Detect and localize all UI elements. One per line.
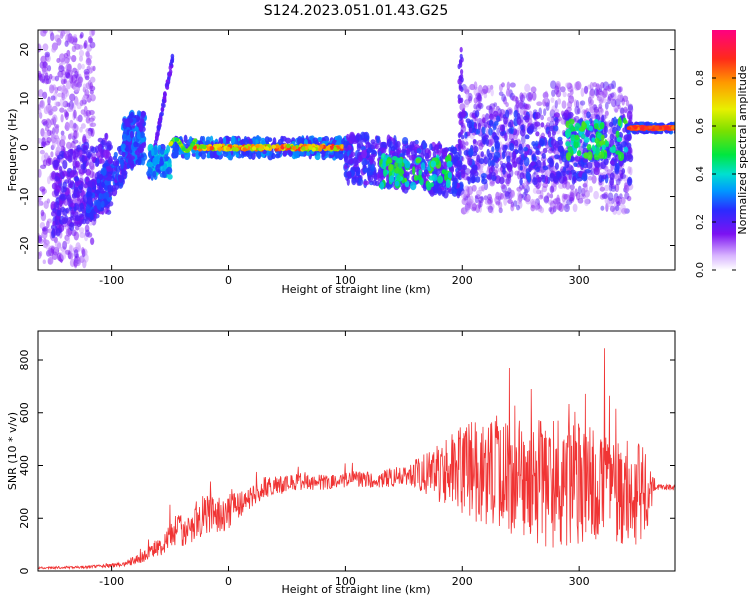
spectrogram-x-tick-label: 0 — [225, 274, 232, 287]
spectrogram-x-tick-label: 200 — [452, 274, 473, 287]
snr-y-tick-label: 800 — [18, 350, 31, 371]
spectrogram-y-tick-label: 20 — [18, 43, 31, 57]
snr-x-tick-label: -100 — [99, 575, 124, 588]
colorbar-label: Normalized spectral amplitude — [736, 65, 749, 234]
snr-x-tick-label: 0 — [225, 575, 232, 588]
snr-x-tick-label: 300 — [569, 575, 590, 588]
spectrogram-y-tick-label: 10 — [18, 92, 31, 106]
snr-line — [38, 348, 675, 571]
snr-y-tick-label: 200 — [18, 508, 31, 529]
spectrogram-y-tick-label: 0 — [18, 144, 31, 151]
snr-x-tick-label: 200 — [452, 575, 473, 588]
snr-frame — [37, 330, 676, 572]
spectrogram-frame — [37, 29, 676, 271]
spectrogram-x-axis-label: Height of straight line (km) — [281, 283, 430, 296]
snr-ticks: -100 0 100 200 300 0 200 400 600 800 — [18, 331, 675, 588]
snr-x-tick-label: 100 — [335, 575, 356, 588]
colorbar: 0.0 0.2 0.4 0.6 0.8 Normalized spectral ampl… — [695, 30, 749, 278]
colorbar-tick-label: 0.6 — [695, 118, 706, 134]
colorbar-ticks: 0.0 0.2 0.4 0.6 0.8 — [695, 70, 736, 278]
spectrogram-y-axis-label: Frequency (Hz) — [6, 109, 19, 192]
colorbar-tick-label: 0.2 — [695, 214, 706, 230]
snr-x-axis-label: Height of straight line (km) — [281, 583, 430, 596]
snr-y-axis-label: SNR (10 * v/v) — [6, 412, 19, 490]
snr-series — [38, 348, 675, 571]
snr-y-tick-label: 600 — [18, 402, 31, 423]
spectrogram-y-tick-label: -10 — [18, 188, 31, 206]
colorbar-tick-label: 0.8 — [695, 70, 706, 86]
snr-y-tick-label: 0 — [18, 568, 31, 575]
spectrogram-heatmap — [38, 30, 675, 269]
spectrogram-x-tick-label: -100 — [99, 274, 124, 287]
colorbar-gradient — [712, 30, 736, 270]
snr-panel: -100 0 100 200 300 0 200 400 600 800 Height of st… — [6, 330, 676, 596]
spectrogram-x-tick-label: 100 — [335, 274, 356, 287]
colorbar-tick-label: 0.4 — [695, 166, 706, 182]
spectrogram-y-tick-label: -20 — [18, 237, 31, 255]
colorbar-tick-label: 0.0 — [695, 262, 706, 278]
chart-title: S124.2023.051.01.43.G25 — [264, 3, 449, 19]
spectrogram-x-tick-label: 300 — [569, 274, 590, 287]
snr-y-tick-label: 400 — [18, 455, 31, 476]
